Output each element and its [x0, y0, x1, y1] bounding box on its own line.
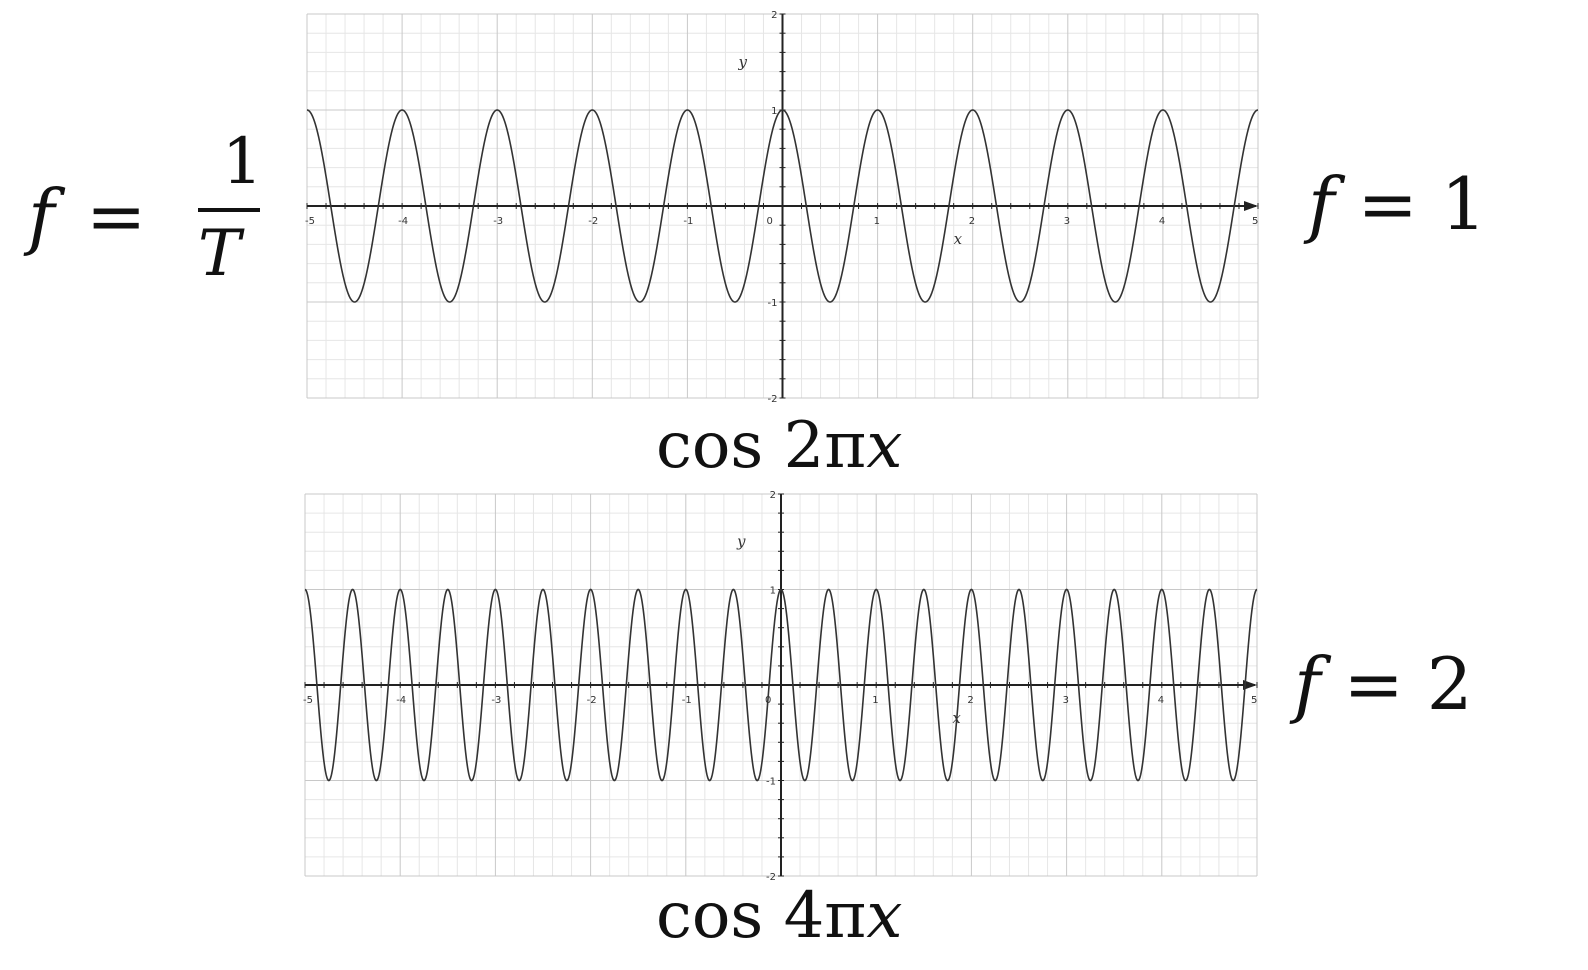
- x-tick-label: -4: [396, 695, 406, 706]
- x-tick-label: -2: [587, 695, 597, 706]
- y-tick-label: -2: [766, 872, 776, 883]
- y-tick-label: 2: [770, 490, 776, 501]
- top-frequency-label: f = 1: [1308, 168, 1487, 240]
- x-tick-label: -3: [491, 695, 501, 706]
- x-axis-label: x: [954, 230, 963, 248]
- bottom-frequency-symbol: f: [1294, 642, 1321, 726]
- x-tick-label: 2: [967, 695, 973, 706]
- y-tick-label: 2: [771, 10, 777, 21]
- x-tick-label: 5: [1252, 216, 1258, 227]
- x-tick-label: -1: [683, 216, 693, 227]
- series-line-cosine: [304, 588, 1258, 782]
- x-tick-label: -5: [303, 695, 313, 706]
- x-axis-arrow: [1244, 201, 1258, 211]
- bottom-caption-coef: 4π: [783, 879, 867, 953]
- bottom-caption: cos 4πx: [656, 884, 902, 948]
- x-axis-arrow: [1243, 680, 1257, 690]
- x-tick-label: 4: [1159, 216, 1165, 227]
- x-tick-label: -3: [493, 216, 503, 227]
- formula-fraction-bar: [198, 208, 260, 212]
- y-tick-label: -1: [768, 298, 778, 309]
- x-tick-label: 2: [969, 216, 975, 227]
- bottom-frequency-equals: =: [1343, 642, 1404, 726]
- top-caption-func: cos: [656, 409, 764, 483]
- x-tick-label: 3: [1063, 695, 1069, 706]
- x-tick-label: -4: [398, 216, 408, 227]
- y-tick-label: -2: [768, 394, 778, 405]
- y-tick-label: 1: [770, 586, 776, 597]
- x-tick-label: 5: [1251, 695, 1257, 706]
- top-frequency-symbol: f: [1308, 162, 1335, 246]
- formula-numerator: 1: [222, 125, 263, 199]
- x-tick-label: 1: [874, 216, 880, 227]
- bottom-caption-func: cos: [656, 879, 764, 953]
- top-frequency-value: 1: [1440, 162, 1487, 246]
- top-frequency-equals: =: [1357, 162, 1418, 246]
- y-tick-label: 1: [771, 106, 777, 117]
- x-tick-label: -1: [682, 695, 692, 706]
- bottom-frequency-value: 2: [1426, 642, 1473, 726]
- bottom-caption-var: x: [866, 879, 903, 953]
- top-caption: cos 2πx: [656, 414, 902, 478]
- formula-lhs: f: [28, 174, 55, 258]
- frequency-formula: f = 1 T: [28, 130, 268, 290]
- y-axis-label: y: [738, 53, 748, 71]
- x-tick-label: -5: [305, 216, 315, 227]
- series-line-cosine: [306, 109, 1259, 303]
- formula-equals: =: [86, 174, 147, 258]
- top-caption-var: x: [866, 409, 903, 483]
- bottom-frequency-label: f = 2: [1294, 648, 1473, 720]
- x-tick-label: 4: [1158, 695, 1164, 706]
- x-tick-label: 3: [1064, 216, 1070, 227]
- y-axis-label: y: [736, 533, 746, 551]
- top-caption-coef: 2π: [783, 409, 867, 483]
- y-tick-label: -1: [766, 777, 776, 788]
- x-tick-label: 0: [767, 216, 773, 227]
- x-tick-label: -2: [588, 216, 598, 227]
- formula-denominator: T: [198, 217, 241, 291]
- x-tick-label: 1: [872, 695, 878, 706]
